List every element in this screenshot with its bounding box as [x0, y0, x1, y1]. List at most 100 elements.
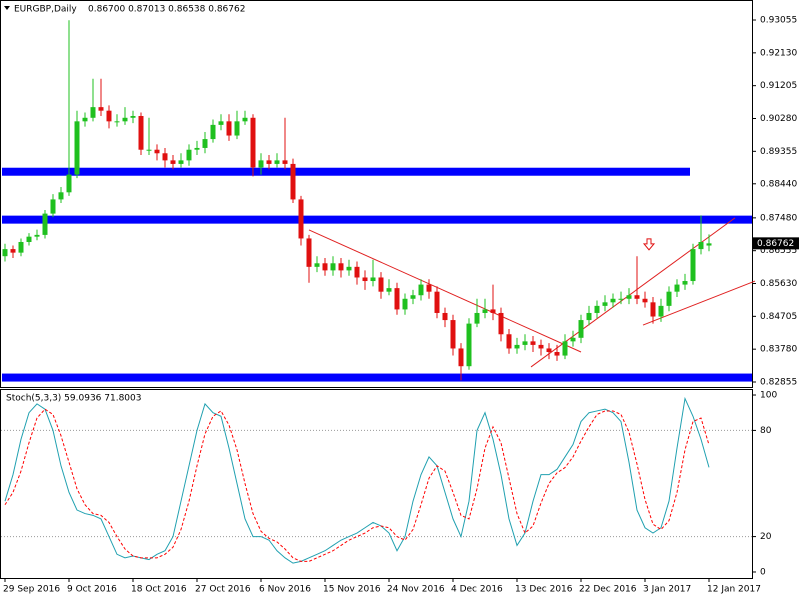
y-tick-label: 0.82855	[760, 377, 797, 387]
candle-body	[354, 266, 360, 278]
candle-body	[290, 163, 296, 200]
trend-line	[642, 280, 756, 326]
candle-body	[586, 312, 592, 321]
candle-body	[202, 139, 208, 148]
candle-body	[74, 121, 80, 175]
arrow-down	[642, 238, 656, 251]
menu-icon	[4, 6, 10, 10]
candle-body	[2, 249, 8, 257]
candle-body	[690, 249, 696, 282]
candle-body	[234, 121, 240, 136]
candle-body	[634, 295, 640, 299]
candle-body	[298, 199, 304, 239]
candle-body	[386, 288, 392, 292]
candle-body	[474, 312, 480, 324]
candle-body	[666, 291, 672, 306]
candle-body	[50, 199, 56, 214]
candle-body	[658, 305, 664, 317]
candle-body	[410, 295, 416, 299]
candle-body	[506, 334, 512, 349]
candle-body	[106, 110, 112, 122]
candle-body	[442, 312, 448, 321]
candle-body	[426, 284, 432, 292]
candle-body	[226, 121, 232, 136]
x-tick-label: 6 Nov 2016	[259, 585, 311, 595]
y-tick-label: 0.83780	[760, 345, 797, 355]
candle-body	[546, 348, 552, 353]
candle-body	[578, 320, 584, 338]
candle-body	[218, 121, 224, 125]
candle-body	[626, 295, 632, 299]
candle-body	[642, 298, 648, 303]
candle-body	[322, 263, 328, 271]
x-tick-label: 29 Sep 2016	[3, 585, 60, 595]
candle-body	[554, 352, 560, 356]
y-tick-label: 0.92130	[760, 48, 797, 58]
candle-body	[402, 298, 408, 310]
support-line	[2, 167, 690, 176]
y-tick-label: 100	[760, 391, 777, 401]
x-tick-label: 4 Dec 2016	[451, 585, 503, 595]
candle-body	[122, 117, 128, 122]
x-tick-label: 3 Jan 2017	[643, 585, 691, 595]
candle-body	[346, 266, 352, 271]
candle-body	[618, 298, 624, 300]
price-label: 0.86762	[757, 239, 794, 249]
candle-body	[514, 344, 520, 349]
x-tick-label: 12 Jan 2017	[707, 585, 761, 595]
y-tick-label: 80	[760, 426, 772, 436]
candle-body	[114, 121, 120, 123]
candle-body	[610, 298, 616, 303]
candle-body	[26, 236, 32, 242]
stoch-line	[4, 396, 710, 564]
x-tick-label: 13 Dec 2016	[515, 585, 573, 595]
stoch-line	[4, 408, 710, 562]
candle-body	[274, 160, 280, 164]
candle-body	[570, 337, 576, 342]
price-label-bg	[753, 237, 799, 250]
trend-line	[308, 229, 582, 353]
stoch-title: Stoch(5,3,3) 59.0936 71.8003	[6, 394, 141, 404]
candle-body	[186, 149, 192, 161]
candle-body	[370, 277, 376, 282]
candle-body	[250, 117, 256, 168]
ohlc-text: 0.86700 0.87013 0.86538 0.86762	[88, 5, 245, 15]
candle-body	[458, 348, 464, 367]
x-tick-label: 27 Oct 2016	[195, 585, 251, 595]
candle-body	[10, 249, 16, 253]
candle-body	[362, 277, 368, 282]
candle-body	[698, 241, 704, 250]
y-tick-label: 0.91205	[760, 81, 797, 91]
candle-body	[66, 174, 72, 193]
chart-title: EURGBP,Daily	[14, 5, 77, 15]
candle-body	[242, 117, 248, 122]
candle-body	[434, 291, 440, 313]
candle-body	[602, 302, 608, 306]
candle-body	[82, 117, 88, 122]
candle-body	[154, 149, 160, 154]
y-tick-label: 0.85630	[760, 279, 797, 289]
candle-body	[482, 309, 488, 313]
candle-body	[450, 320, 456, 349]
y-tick-label: 0	[760, 567, 766, 577]
y-tick-label: 0.86555	[760, 246, 797, 256]
candle-body	[394, 288, 400, 310]
x-tick-label: 18 Oct 2016	[131, 585, 187, 595]
candle-body	[682, 281, 688, 285]
candle-body	[378, 277, 384, 292]
candle-body	[418, 284, 424, 296]
candle-body	[58, 192, 64, 200]
candle-body	[18, 241, 24, 253]
candle-body	[194, 147, 200, 150]
candle-body	[170, 160, 176, 164]
candle-body	[530, 341, 536, 345]
support-line	[2, 215, 752, 224]
candle-body	[314, 263, 320, 267]
candle-body	[522, 341, 528, 345]
candle-body	[146, 149, 152, 151]
candle-body	[562, 341, 568, 356]
candle-body	[98, 107, 104, 111]
candle-body	[306, 238, 312, 267]
candle-body	[282, 160, 288, 164]
